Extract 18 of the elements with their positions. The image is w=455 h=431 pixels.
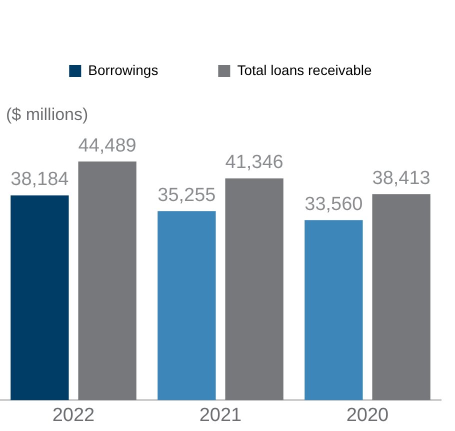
- bar: [372, 194, 430, 400]
- data-label: 35,255: [158, 184, 216, 206]
- data-label: 33,560: [304, 194, 363, 215]
- bar: [225, 178, 284, 400]
- x-tick-label: 2020: [346, 404, 389, 426]
- data-label: 44,489: [78, 135, 136, 156]
- data-label: 38,413: [372, 168, 430, 189]
- legend-label: Borrowings: [88, 62, 158, 78]
- bar: [304, 220, 363, 400]
- bar: [10, 195, 69, 400]
- bar: [78, 162, 136, 400]
- legend-label: Total loans receivable: [237, 62, 372, 78]
- data-label: 41,346: [225, 152, 284, 174]
- x-tick-label: 2022: [52, 404, 95, 426]
- y-axis-title: ($ millions): [6, 105, 88, 124]
- bar: [158, 211, 216, 400]
- x-tick-label: 2021: [199, 404, 242, 426]
- data-label: 38,184: [10, 169, 70, 190]
